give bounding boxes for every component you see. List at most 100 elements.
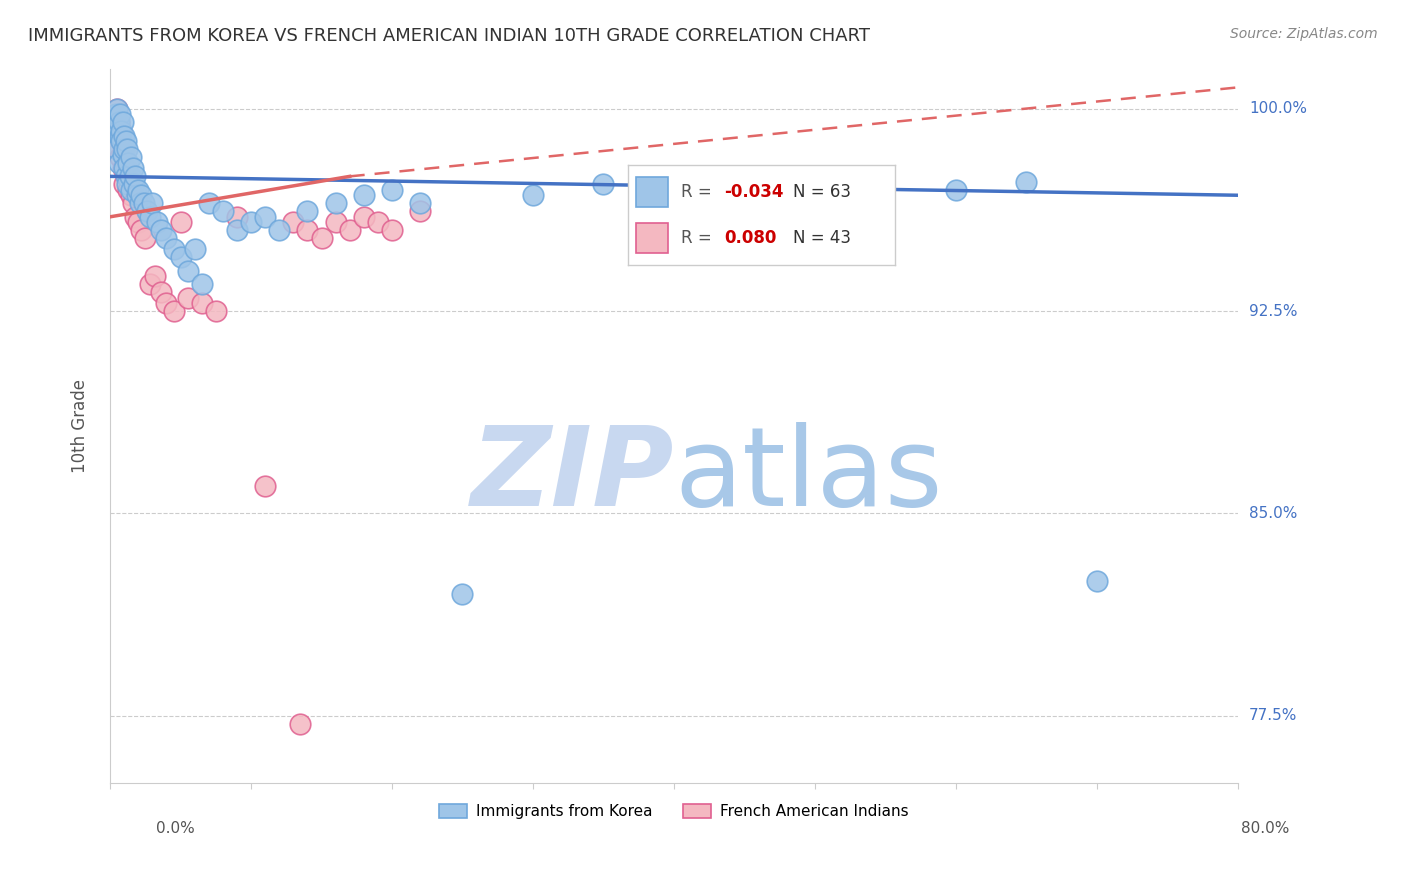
Point [112,128,135,143]
Point [132,196,155,211]
Point [240,215,263,229]
Point [190,296,212,310]
Text: 0.080: 0.080 [724,229,776,247]
Point [522,188,544,202]
Point [197,196,219,211]
Text: N = 43: N = 43 [793,229,852,247]
Point [108,128,131,143]
Point [111,148,134,162]
Point [108,128,131,143]
Point [127,183,149,197]
Point [115,142,138,156]
Text: 80.0%: 80.0% [1241,821,1289,836]
Text: IMMIGRANTS FROM KOREA VS FRENCH AMERICAN INDIAN 10TH GRADE CORRELATION CHART: IMMIGRANTS FROM KOREA VS FRENCH AMERICAN… [28,27,870,45]
Point [145,215,167,229]
Text: N = 63: N = 63 [793,184,852,202]
Point [1015,175,1038,189]
Point [733,196,755,211]
Point [325,215,347,229]
Text: 92.5%: 92.5% [1249,303,1298,318]
Point [115,169,138,184]
Point [138,210,160,224]
Point [409,196,432,211]
Point [162,304,184,318]
Point [283,215,305,229]
Point [1085,574,1108,588]
Point [122,178,145,192]
Point [124,169,146,184]
Point [110,123,132,137]
Point [111,115,134,129]
Point [155,296,177,310]
Point [134,231,156,245]
Point [143,269,166,284]
Text: 100.0%: 100.0% [1249,102,1308,117]
Point [353,188,375,202]
Point [176,291,198,305]
Point [110,123,132,137]
Point [105,102,128,116]
Point [120,183,142,197]
Bar [636,178,668,207]
Point [804,178,827,192]
Legend: Immigrants from Korea, French American Indians: Immigrants from Korea, French American I… [433,797,914,825]
Point [138,277,160,292]
Point [108,151,131,165]
Point [129,188,152,202]
Point [124,210,146,224]
Point [104,107,127,121]
Point [115,178,138,192]
Text: Source: ZipAtlas.com: Source: ZipAtlas.com [1230,27,1378,41]
Point [297,223,319,237]
Point [118,169,141,184]
Point [290,716,312,731]
Text: R =: R = [682,229,723,247]
Point [141,196,163,211]
Point [226,210,249,224]
Point [105,142,128,156]
Point [111,161,134,176]
Point [114,169,136,184]
Point [121,196,143,211]
Point [155,231,177,245]
Point [128,196,150,211]
Point [204,304,226,318]
Point [226,223,249,237]
Point [107,156,129,170]
Point [451,587,474,601]
Point [112,161,135,176]
Point [108,107,131,121]
Point [269,223,291,237]
Y-axis label: 10th Grade: 10th Grade [72,379,89,473]
Point [105,142,128,156]
Point [183,242,205,256]
Point [311,231,333,245]
Point [381,223,404,237]
Point [129,223,152,237]
Point [149,285,172,300]
Point [592,178,614,192]
Point [107,115,129,129]
Point [381,183,404,197]
Point [339,223,361,237]
Point [254,479,277,493]
Point [127,215,149,229]
Point [105,102,128,116]
Point [662,183,685,197]
Point [254,210,277,224]
Point [149,223,172,237]
Text: ZIP: ZIP [471,422,673,529]
Point [117,183,139,197]
Point [169,250,191,264]
Point [107,115,129,129]
Point [104,107,127,121]
Point [114,161,136,176]
Point [112,178,135,192]
Bar [636,223,668,253]
Point [103,123,125,137]
Text: 77.5%: 77.5% [1249,708,1298,723]
Point [125,188,148,202]
Text: -0.034: -0.034 [724,184,783,202]
Point [353,210,375,224]
Point [101,115,124,129]
